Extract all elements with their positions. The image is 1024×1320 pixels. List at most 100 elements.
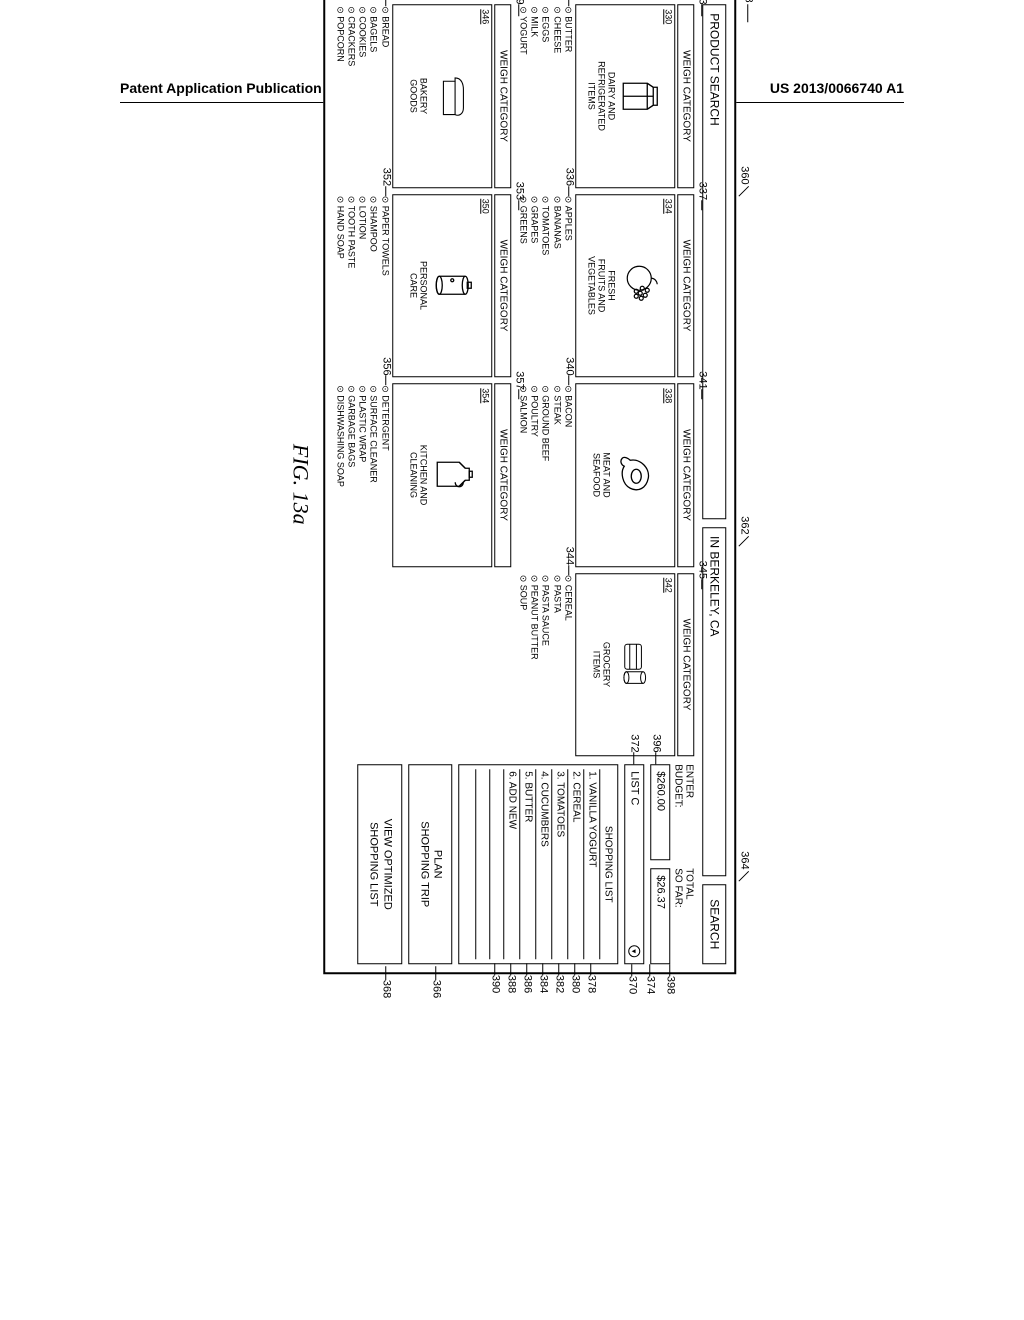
side-panel: ENTER BUDGET: $260.00 396 TOTAL SO FAR: … bbox=[358, 764, 695, 964]
callout-384: 384 bbox=[537, 963, 549, 993]
cat-image-box[interactable]: 330 DAIRY AND REFRIGERATED ITEMS bbox=[575, 4, 675, 188]
ref-330: 330 bbox=[663, 9, 673, 24]
search-button[interactable]: SEARCH bbox=[702, 884, 726, 964]
ref-350: 350 bbox=[480, 199, 490, 214]
list-row-4[interactable]: 4. CUCUMBERS 384 bbox=[535, 769, 551, 959]
callout-368: 368 bbox=[380, 966, 392, 998]
cat-image-box[interactable]: 354 KITCHEN AND CLEANING bbox=[392, 383, 492, 567]
item-tomatoes[interactable]: ⊙TOMATOES bbox=[540, 196, 551, 378]
list-row-1[interactable]: 1. VANILLA YOGURT 378 bbox=[583, 769, 599, 959]
item-detergent[interactable]: ⊙DETERGENT bbox=[379, 385, 390, 567]
callout-360: 360 bbox=[738, 166, 750, 198]
item-garbagebags[interactable]: ⊙GARBAGE BAGS bbox=[345, 385, 356, 567]
ref-346: 346 bbox=[480, 9, 490, 24]
page: Patent Application Publication Mar. 14, … bbox=[0, 0, 1024, 1320]
cat-image-box[interactable]: 342 GROCERY ITEMS bbox=[575, 573, 675, 757]
item-pastasauce[interactable]: ⊙PASTA SAUCE bbox=[540, 575, 551, 757]
meat-icon bbox=[614, 450, 660, 500]
budget-input[interactable]: $260.00 bbox=[650, 764, 670, 860]
callout-336: 336 bbox=[562, 168, 576, 196]
list-row-6[interactable]: 6. ADD NEW 388 bbox=[503, 769, 519, 959]
item-popcorn[interactable]: ⊙POPCORN bbox=[334, 6, 345, 188]
weigh-button[interactable]: WEIGH CATEGORY bbox=[677, 383, 694, 567]
list-row-5[interactable]: 5. BUTTER 386 bbox=[519, 769, 535, 959]
empty-cell bbox=[334, 573, 511, 757]
item-eggs[interactable]: ⊙EGGS bbox=[540, 6, 551, 188]
list-row-blank[interactable]: 390 bbox=[489, 769, 503, 959]
item-handsoap[interactable]: ⊙HAND SOAP bbox=[334, 196, 345, 378]
item-salmon[interactable]: ⊙SALMON bbox=[517, 385, 528, 567]
list-select[interactable]: LIST C ▾ bbox=[624, 764, 644, 964]
product-search-input[interactable]: PRODUCT SEARCH bbox=[702, 4, 726, 519]
callout-388: 388 bbox=[505, 963, 517, 993]
item-butter[interactable]: ⊙BUTTER bbox=[562, 6, 573, 188]
callout-362: 362 bbox=[738, 516, 750, 548]
list-row-2[interactable]: 2. CEREAL 380 bbox=[567, 769, 583, 959]
item-milk[interactable]: ⊙MILK bbox=[528, 6, 539, 188]
header-right: US 2013/0066740 A1 bbox=[770, 80, 904, 96]
chevron-down-icon[interactable]: ▾ bbox=[628, 945, 640, 957]
ref-362: 362 bbox=[738, 516, 750, 534]
callout-333: 333 bbox=[696, 0, 708, 17]
item-poultry[interactable]: ⊙POULTRY bbox=[528, 385, 539, 567]
list-select-wrap: 372 374 370 LIST C ▾ bbox=[624, 764, 644, 964]
item-shampoo[interactable]: ⊙SHAMPOO bbox=[368, 196, 379, 378]
item-cereal[interactable]: ⊙CEREAL bbox=[562, 575, 573, 757]
item-steak[interactable]: ⊙STEAK bbox=[551, 385, 562, 567]
cat-title: PERSONAL CARE bbox=[407, 261, 427, 310]
cat-items-meat: 340 ⊙BACON ⊙STEAK ⊙GROUND BEEF ⊙POULTRY … bbox=[517, 383, 573, 567]
item-peanutbutter[interactable]: ⊙PEANUT BUTTER bbox=[528, 575, 539, 757]
weigh-button[interactable]: WEIGH CATEGORY bbox=[677, 573, 694, 757]
weigh-button[interactable]: WEIGH CATEGORY bbox=[494, 194, 511, 378]
callout-332: 332 bbox=[562, 0, 576, 7]
cat-dairy: 333 WEIGH CATEGORY 330 DAIRY AND REFRIGE… bbox=[517, 4, 694, 188]
weigh-button[interactable]: WEIGH CATEGORY bbox=[494, 4, 511, 188]
enter-budget-label: ENTER BUDGET: bbox=[672, 764, 694, 860]
item-pasta[interactable]: ⊙PASTA bbox=[551, 575, 562, 757]
view-optimized-button[interactable]: VIEW OPTIMIZED SHOPPING LIST bbox=[358, 764, 402, 964]
item-cookies[interactable]: ⊙COOKIES bbox=[356, 6, 367, 188]
item-grapes[interactable]: ⊙GRAPES bbox=[528, 196, 539, 378]
item-papertowels[interactable]: ⊙PAPER TOWELS bbox=[379, 196, 390, 378]
callout-396: 396 bbox=[650, 734, 662, 764]
item-surfacecleaner[interactable]: ⊙SURFACE CLEANER bbox=[368, 385, 379, 567]
cat-items-dairy: 332 ⊙BUTTER ⊙CHEESE ⊙EGGS ⊙MILK ⊙YOGURT bbox=[517, 4, 573, 188]
item-toothpaste[interactable]: ⊙TOOTH PASTE bbox=[345, 196, 356, 378]
main-row: 333 WEIGH CATEGORY 330 DAIRY AND REFRIGE… bbox=[334, 4, 695, 964]
item-greens[interactable]: ⊙GREENS bbox=[517, 196, 528, 378]
callout-345: 345 bbox=[696, 561, 708, 589]
item-soup[interactable]: ⊙SOUP bbox=[517, 575, 528, 757]
cat-image-box[interactable]: 350 PERSONAL CARE bbox=[392, 194, 492, 378]
item-dishsoap[interactable]: ⊙DISHWASHING SOAP bbox=[334, 385, 345, 567]
cat-image-box[interactable]: 346 BAKERY GOODS bbox=[392, 4, 492, 188]
bottle-icon bbox=[431, 261, 477, 311]
list-row-blank3 bbox=[461, 769, 475, 959]
item-groundbeef[interactable]: ⊙GROUND BEEF bbox=[540, 385, 551, 567]
list-row-3[interactable]: 3. TOMATOES 382 bbox=[551, 769, 567, 959]
item-bread[interactable]: ⊙BREAD bbox=[379, 6, 390, 188]
item-plasticwrap[interactable]: ⊙PLASTIC WRAP bbox=[356, 385, 367, 567]
enter-budget-col: ENTER BUDGET: $260.00 396 bbox=[650, 764, 694, 860]
weigh-button[interactable]: WEIGH CATEGORY bbox=[494, 383, 511, 567]
cat-title: FRESH FRUITS AND VEGETABLES bbox=[585, 256, 615, 315]
ref-342: 342 bbox=[663, 578, 673, 593]
weigh-button[interactable]: WEIGH CATEGORY bbox=[677, 194, 694, 378]
item-bananas[interactable]: ⊙BANANAS bbox=[551, 196, 562, 378]
cat-image-box[interactable]: 334 FRESH FRUITS AND VEGETABLES bbox=[575, 194, 675, 378]
cat-fruits: 337 WEIGH CATEGORY 334 FRESH FRUITS AND … bbox=[517, 194, 694, 378]
weigh-button[interactable]: WEIGH CATEGORY bbox=[677, 4, 694, 188]
cat-items-personal: 352 ⊙PAPER TOWELS ⊙SHAMPOO ⊙LOTION ⊙TOOT… bbox=[334, 194, 390, 378]
item-bagels[interactable]: ⊙BAGELS bbox=[368, 6, 379, 188]
item-crackers[interactable]: ⊙CRACKERS bbox=[345, 6, 356, 188]
item-yogurt[interactable]: ⊙YOGURT bbox=[517, 6, 528, 188]
callout-366: 366 bbox=[430, 966, 442, 998]
item-lotion[interactable]: ⊙LOTION bbox=[356, 196, 367, 378]
ref-328: 328 bbox=[742, 0, 754, 3]
callout-372: 372 bbox=[628, 734, 640, 764]
cat-image-box[interactable]: 338 MEAT AND SEAFOOD bbox=[575, 383, 675, 567]
plan-trip-button[interactable]: PLAN SHOPPING TRIP bbox=[408, 764, 452, 964]
item-cheese[interactable]: ⊙CHEESE bbox=[551, 6, 562, 188]
callout-382: 382 bbox=[553, 963, 565, 993]
item-apples[interactable]: ⊙APPLES bbox=[562, 196, 573, 378]
item-bacon[interactable]: ⊙BACON bbox=[562, 385, 573, 567]
